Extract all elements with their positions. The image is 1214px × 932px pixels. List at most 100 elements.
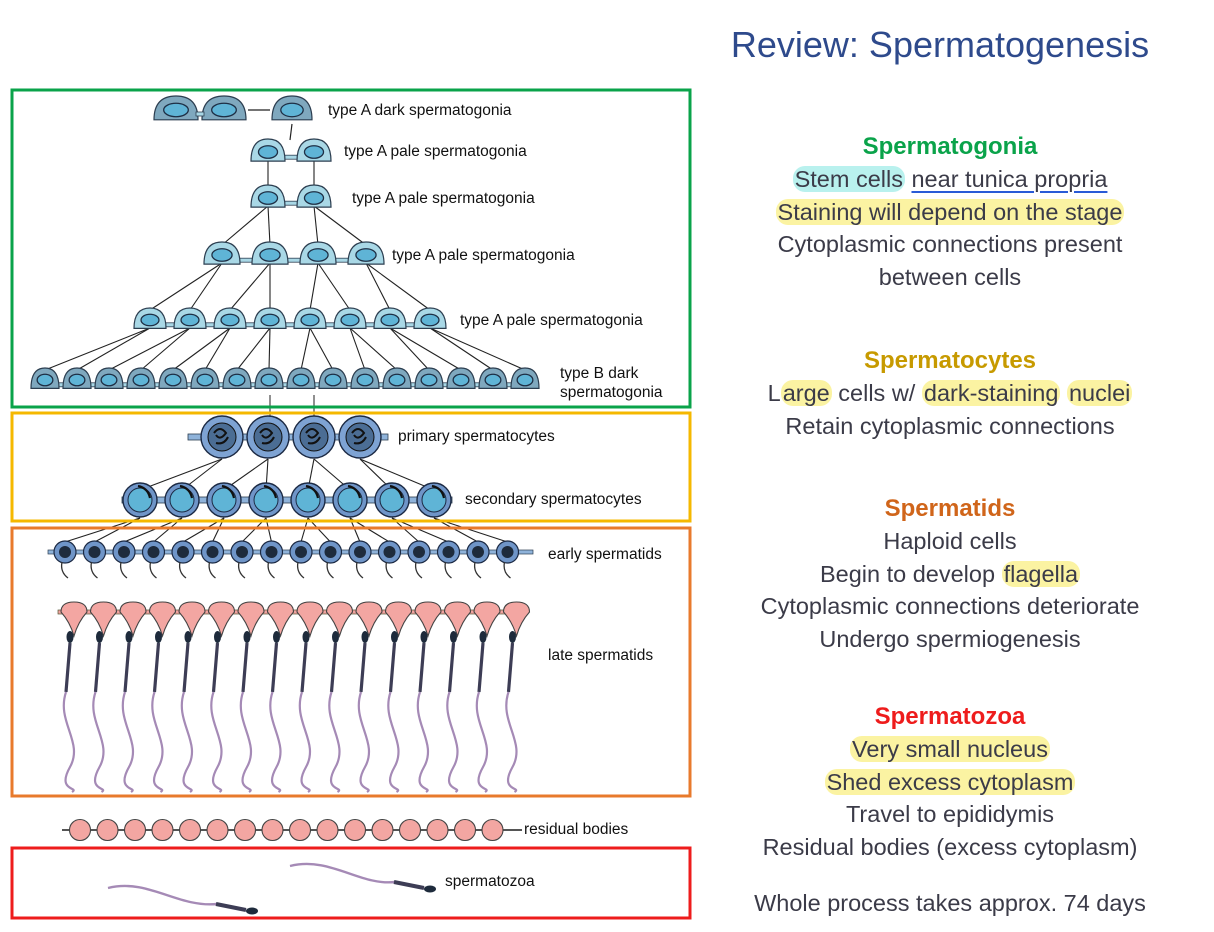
- lineage-line: [313, 205, 319, 246]
- lineage-line: [389, 327, 462, 371]
- cell-bridge: [121, 496, 453, 504]
- lineage-line: [108, 327, 191, 371]
- cell-secondary-spermatocyte: [374, 482, 410, 518]
- spermatozoon: [289, 862, 436, 893]
- label-primary-spermatocytes: primary spermatocytes: [398, 428, 555, 445]
- cell-residual-body: [123, 818, 147, 842]
- cell-early-spermatid: [112, 540, 136, 579]
- cell-late-spermatid: [414, 601, 442, 793]
- label-residual-bodies: residual bodies: [524, 821, 629, 838]
- spermatozoa-line-4: Residual bodies (excess cytoplasm): [762, 833, 1138, 860]
- cell-late-spermatid: [148, 601, 177, 793]
- label-type-b-dark: type B dark: [560, 365, 639, 382]
- cell-late-spermatid: [119, 601, 147, 793]
- lineage-line: [44, 327, 151, 371]
- cell-early-spermatid: [407, 540, 431, 579]
- cell-secondary-spermatocyte: [416, 482, 452, 518]
- cell-late-spermatid: [443, 601, 472, 793]
- page-title: Review: Spermatogenesis: [730, 24, 1150, 65]
- cell-type-a-pale: [373, 307, 407, 329]
- cell-early-spermatid: [495, 540, 520, 579]
- lineage-line: [221, 205, 269, 246]
- lineage-line: [149, 262, 223, 311]
- cell-type-a-pale: [296, 138, 332, 162]
- box-spermatogonia: [10, 88, 692, 409]
- section-spermatocytes: Spermatocytes Large cells w/ dark-staini…: [700, 345, 1200, 442]
- cell-type-b-dark: [350, 367, 380, 389]
- lineage-line: [229, 262, 271, 311]
- cell-type-b-dark: [30, 367, 60, 389]
- cell-type-a-pale: [250, 184, 286, 208]
- cell-late-spermatid: [60, 601, 88, 793]
- spermatogonia-line-3: Cytoplasmic connections present: [777, 231, 1123, 257]
- label-type-a-pale-4: type A pale spermatogonia: [460, 312, 643, 329]
- label-early-spermatids: early spermatids: [548, 546, 662, 563]
- lineage-line: [349, 327, 366, 371]
- cell-type-a-dark: [153, 95, 199, 121]
- highlight-stem-cells: Stem cells: [792, 166, 905, 192]
- spermatozoon: [107, 884, 258, 915]
- cell-bridge: [195, 111, 205, 117]
- cell-early-spermatid: [466, 540, 490, 579]
- cell-early-spermatid: [348, 540, 372, 579]
- label-type-a-dark: type A dark spermatogonia: [328, 102, 512, 119]
- cell-late-spermatid: [89, 601, 118, 793]
- label-type-a-pale-3: type A pale spermatogonia: [392, 247, 575, 264]
- lineage-line: [76, 327, 151, 371]
- lineage-line: [140, 327, 191, 371]
- cell-type-b-dark: [158, 367, 188, 389]
- label-spermatozoa: spermatozoa: [445, 873, 535, 890]
- cell-type-a-pale: [299, 241, 337, 265]
- lineage-line: [309, 262, 319, 311]
- cell-residual-body: [233, 818, 257, 842]
- cell-late-spermatid: [325, 601, 354, 793]
- cell-residual-body: [343, 818, 367, 842]
- spermatogonia-line-1: Stem cells near tunica propria: [700, 163, 1200, 196]
- cell-type-b-dark: [94, 367, 124, 389]
- footer-note: Whole process takes approx. 74 days: [754, 890, 1146, 916]
- cell-early-spermatid: [200, 540, 225, 579]
- cell-late-spermatid: [296, 601, 324, 793]
- spermatozoa-line-1: Very small nucleus: [850, 736, 1050, 762]
- cell-type-b-dark: [126, 367, 156, 389]
- lineage-line: [139, 458, 223, 491]
- cell-type-a-pale: [133, 307, 167, 329]
- box-spermatocytes: [10, 411, 692, 523]
- lineage-line: [300, 327, 311, 371]
- cell-residual-body: [398, 818, 422, 842]
- cell-type-b-dark: [446, 367, 476, 389]
- cell-type-b-dark: [286, 367, 316, 389]
- lineage-line: [365, 262, 431, 311]
- cell-primary-spermatocyte: [292, 415, 336, 459]
- cell-type-b-dark: [190, 367, 220, 389]
- spermatids-line-4: Undergo spermiogenesis: [819, 625, 1081, 652]
- cell-early-spermatid: [82, 540, 107, 579]
- heading-spermatocytes: Spermatocytes: [863, 347, 1037, 374]
- cell-type-a-pale: [250, 138, 286, 162]
- heading-spermatozoa: Spermatozoa: [874, 703, 1026, 730]
- label-type-b-dark-2: spermatogonia: [560, 384, 663, 401]
- spermatozoa-line-2: Shed excess cytoplasm: [824, 768, 1076, 795]
- cell-primary-spermatocyte: [200, 415, 244, 459]
- cell-type-a-pale: [296, 184, 332, 208]
- lineage-line: [236, 327, 271, 371]
- cell-early-spermatid: [289, 540, 313, 579]
- cell-layer: [30, 95, 540, 915]
- lineage-line: [204, 327, 231, 371]
- spermatids-line-2: Begin to develop flagella: [819, 560, 1081, 587]
- spermatogonia-line-4: between cells: [878, 263, 1022, 290]
- cell-type-b-dark: [478, 367, 508, 389]
- cell-type-b-dark: [414, 367, 444, 389]
- underline-tunica-propria: near tunica propria: [911, 166, 1108, 192]
- stage-boxes: [10, 88, 692, 920]
- spermatogonia-line-2: Staining will depend on the stage: [775, 198, 1125, 225]
- cell-late-spermatid: [355, 601, 383, 793]
- heading-spermatids: Spermatids: [884, 495, 1016, 522]
- lineage-line: [172, 327, 231, 371]
- cell-residual-body: [481, 818, 504, 842]
- cell-type-a-pale: [413, 307, 447, 329]
- cell-residual-body: [178, 818, 202, 842]
- cell-early-spermatid: [141, 540, 166, 579]
- section-spermatids: Spermatids Haploid cells Begin to develo…: [700, 493, 1200, 655]
- lineage-line: [429, 327, 494, 371]
